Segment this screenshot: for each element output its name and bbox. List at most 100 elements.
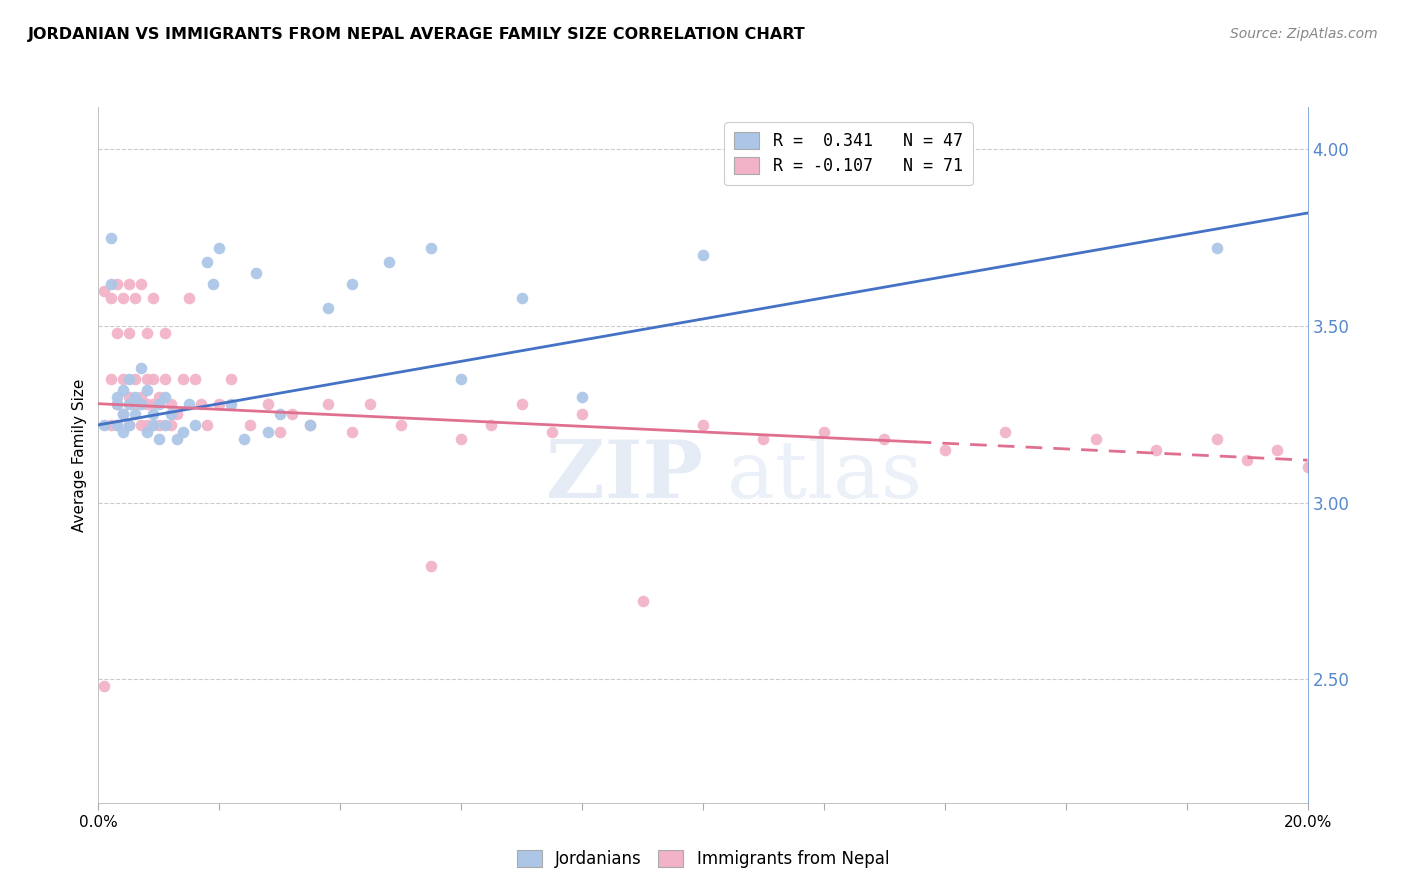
Point — [420, 559, 443, 574]
Point — [111, 407, 134, 421]
Point — [166, 432, 188, 446]
Point — [93, 679, 115, 693]
Point — [135, 417, 157, 432]
Point — [256, 425, 278, 439]
Point — [316, 301, 339, 316]
Point — [184, 372, 207, 386]
Point — [129, 390, 152, 404]
Point — [873, 432, 896, 446]
Point — [153, 372, 176, 386]
Point — [142, 397, 165, 411]
Point — [111, 291, 134, 305]
Point — [342, 425, 364, 439]
Point — [481, 417, 503, 432]
Point — [631, 594, 654, 608]
Point — [100, 277, 122, 291]
Point — [166, 407, 188, 421]
Point — [129, 361, 152, 376]
Point — [105, 417, 128, 432]
Point — [184, 417, 207, 432]
Point — [118, 372, 141, 386]
Point — [195, 255, 218, 269]
Point — [450, 372, 472, 386]
Text: Source: ZipAtlas.com: Source: ZipAtlas.com — [1230, 27, 1378, 41]
Point — [195, 417, 218, 432]
Point — [100, 291, 122, 305]
Point — [135, 326, 157, 340]
Point — [510, 397, 533, 411]
Point — [105, 326, 128, 340]
Point — [1236, 453, 1258, 467]
Point — [105, 397, 128, 411]
Point — [692, 248, 714, 262]
Point — [571, 390, 593, 404]
Point — [813, 425, 835, 439]
Point — [105, 397, 128, 411]
Point — [571, 407, 593, 421]
Point — [160, 397, 183, 411]
Point — [934, 442, 956, 457]
Point — [93, 284, 115, 298]
Point — [129, 397, 152, 411]
Point — [245, 266, 267, 280]
Point — [142, 417, 165, 432]
Point — [179, 397, 201, 411]
Point — [100, 372, 122, 386]
Point — [160, 417, 183, 432]
Point — [208, 397, 231, 411]
Point — [105, 417, 128, 432]
Legend: Jordanians, Immigrants from Nepal: Jordanians, Immigrants from Nepal — [510, 843, 896, 874]
Point — [135, 372, 157, 386]
Text: ZIP: ZIP — [546, 437, 703, 515]
Point — [135, 397, 157, 411]
Point — [172, 425, 194, 439]
Point — [124, 372, 146, 386]
Point — [160, 407, 183, 421]
Point — [239, 417, 262, 432]
Point — [124, 407, 146, 421]
Point — [692, 417, 714, 432]
Point — [153, 390, 176, 404]
Point — [389, 417, 412, 432]
Point — [1267, 442, 1289, 457]
Point — [994, 425, 1017, 439]
Point — [111, 372, 134, 386]
Point — [1144, 442, 1167, 457]
Point — [124, 291, 146, 305]
Point — [148, 397, 170, 411]
Point — [221, 372, 243, 386]
Point — [377, 255, 399, 269]
Point — [232, 432, 254, 446]
Point — [1206, 241, 1229, 255]
Point — [118, 417, 141, 432]
Point — [100, 230, 122, 244]
Point — [142, 291, 165, 305]
Point — [202, 277, 225, 291]
Point — [148, 432, 170, 446]
Point — [752, 432, 775, 446]
Text: atlas: atlas — [727, 437, 922, 515]
Y-axis label: Average Family Size: Average Family Size — [72, 378, 87, 532]
Point — [142, 372, 165, 386]
Point — [342, 277, 364, 291]
Point — [111, 425, 134, 439]
Point — [1296, 460, 1319, 475]
Point — [420, 241, 443, 255]
Point — [105, 390, 128, 404]
Point — [360, 397, 382, 411]
Point — [208, 241, 231, 255]
Point — [153, 326, 176, 340]
Point — [105, 277, 128, 291]
Point — [118, 277, 141, 291]
Point — [135, 383, 157, 397]
Point — [269, 425, 291, 439]
Point — [142, 407, 165, 421]
Point — [118, 397, 141, 411]
Point — [111, 383, 134, 397]
Point — [100, 417, 122, 432]
Point — [299, 417, 322, 432]
Point — [135, 425, 157, 439]
Point — [510, 291, 533, 305]
Point — [118, 326, 141, 340]
Point — [256, 397, 278, 411]
